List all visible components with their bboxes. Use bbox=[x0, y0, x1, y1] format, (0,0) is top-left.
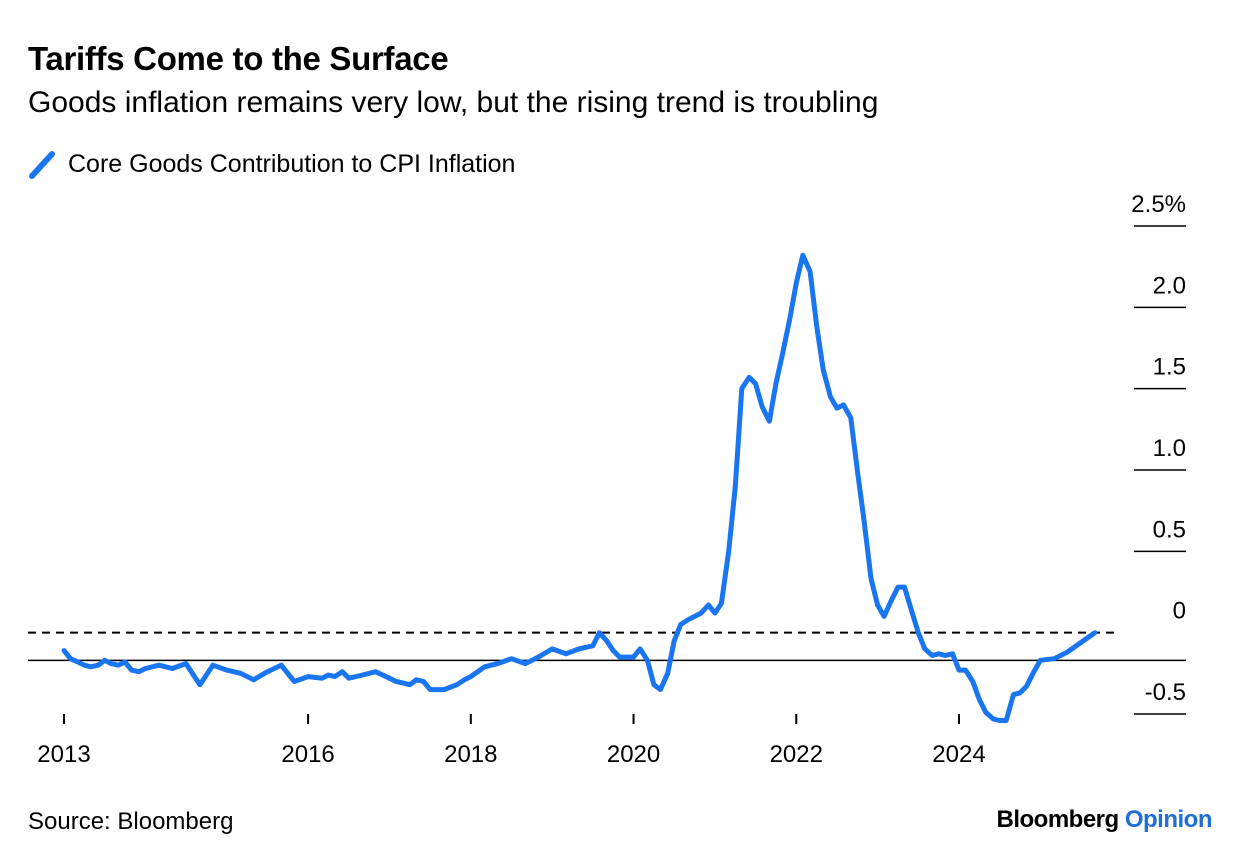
x-tick-label: 2024 bbox=[932, 741, 985, 768]
y-tick-label: 0 bbox=[1173, 598, 1186, 625]
legend-line-swatch-icon bbox=[29, 151, 55, 179]
y-axis: 2.5% 2.0 1.5 1.0 0.5 0 -0.5 bbox=[1131, 191, 1186, 706]
brand-accent: Opinion bbox=[1124, 806, 1213, 833]
y-tick-label: 0.5 bbox=[1153, 516, 1186, 543]
legend-label: Core Goods Contribution to CPI Inflation bbox=[68, 149, 516, 178]
x-tick-label: 2020 bbox=[607, 741, 660, 768]
x-tick-label: 2016 bbox=[281, 741, 334, 768]
y-tick-label: 2.5% bbox=[1131, 191, 1186, 218]
y-tick-label: 1.0 bbox=[1153, 435, 1186, 462]
series bbox=[61, 252, 1098, 723]
legend: Core Goods Contribution to CPI Inflation bbox=[28, 148, 515, 180]
x-tick-label: 2022 bbox=[770, 741, 823, 768]
x-tick-label: 2018 bbox=[444, 741, 497, 768]
y-tick-label: 2.0 bbox=[1153, 272, 1186, 299]
x-axis: 2013 2016 2018 2020 2022 2024 bbox=[37, 714, 986, 768]
y-tick-label: -0.5 bbox=[1145, 679, 1186, 706]
y-tick-label: 1.5 bbox=[1153, 354, 1186, 381]
brand-main: Bloomberg bbox=[996, 806, 1120, 833]
x-tick-label: 2013 bbox=[37, 741, 90, 768]
chart-title: Tariffs Come to the Surface bbox=[28, 40, 449, 77]
source-note: Source: Bloomberg bbox=[28, 808, 234, 835]
reference-lines bbox=[28, 631, 1186, 662]
chart-subtitle: Goods inflation remains very low, but th… bbox=[28, 86, 879, 119]
brand-logo: Bloomberg Opinion bbox=[997, 806, 1213, 834]
series-line bbox=[61, 252, 1098, 723]
y-grid bbox=[1134, 225, 1186, 715]
